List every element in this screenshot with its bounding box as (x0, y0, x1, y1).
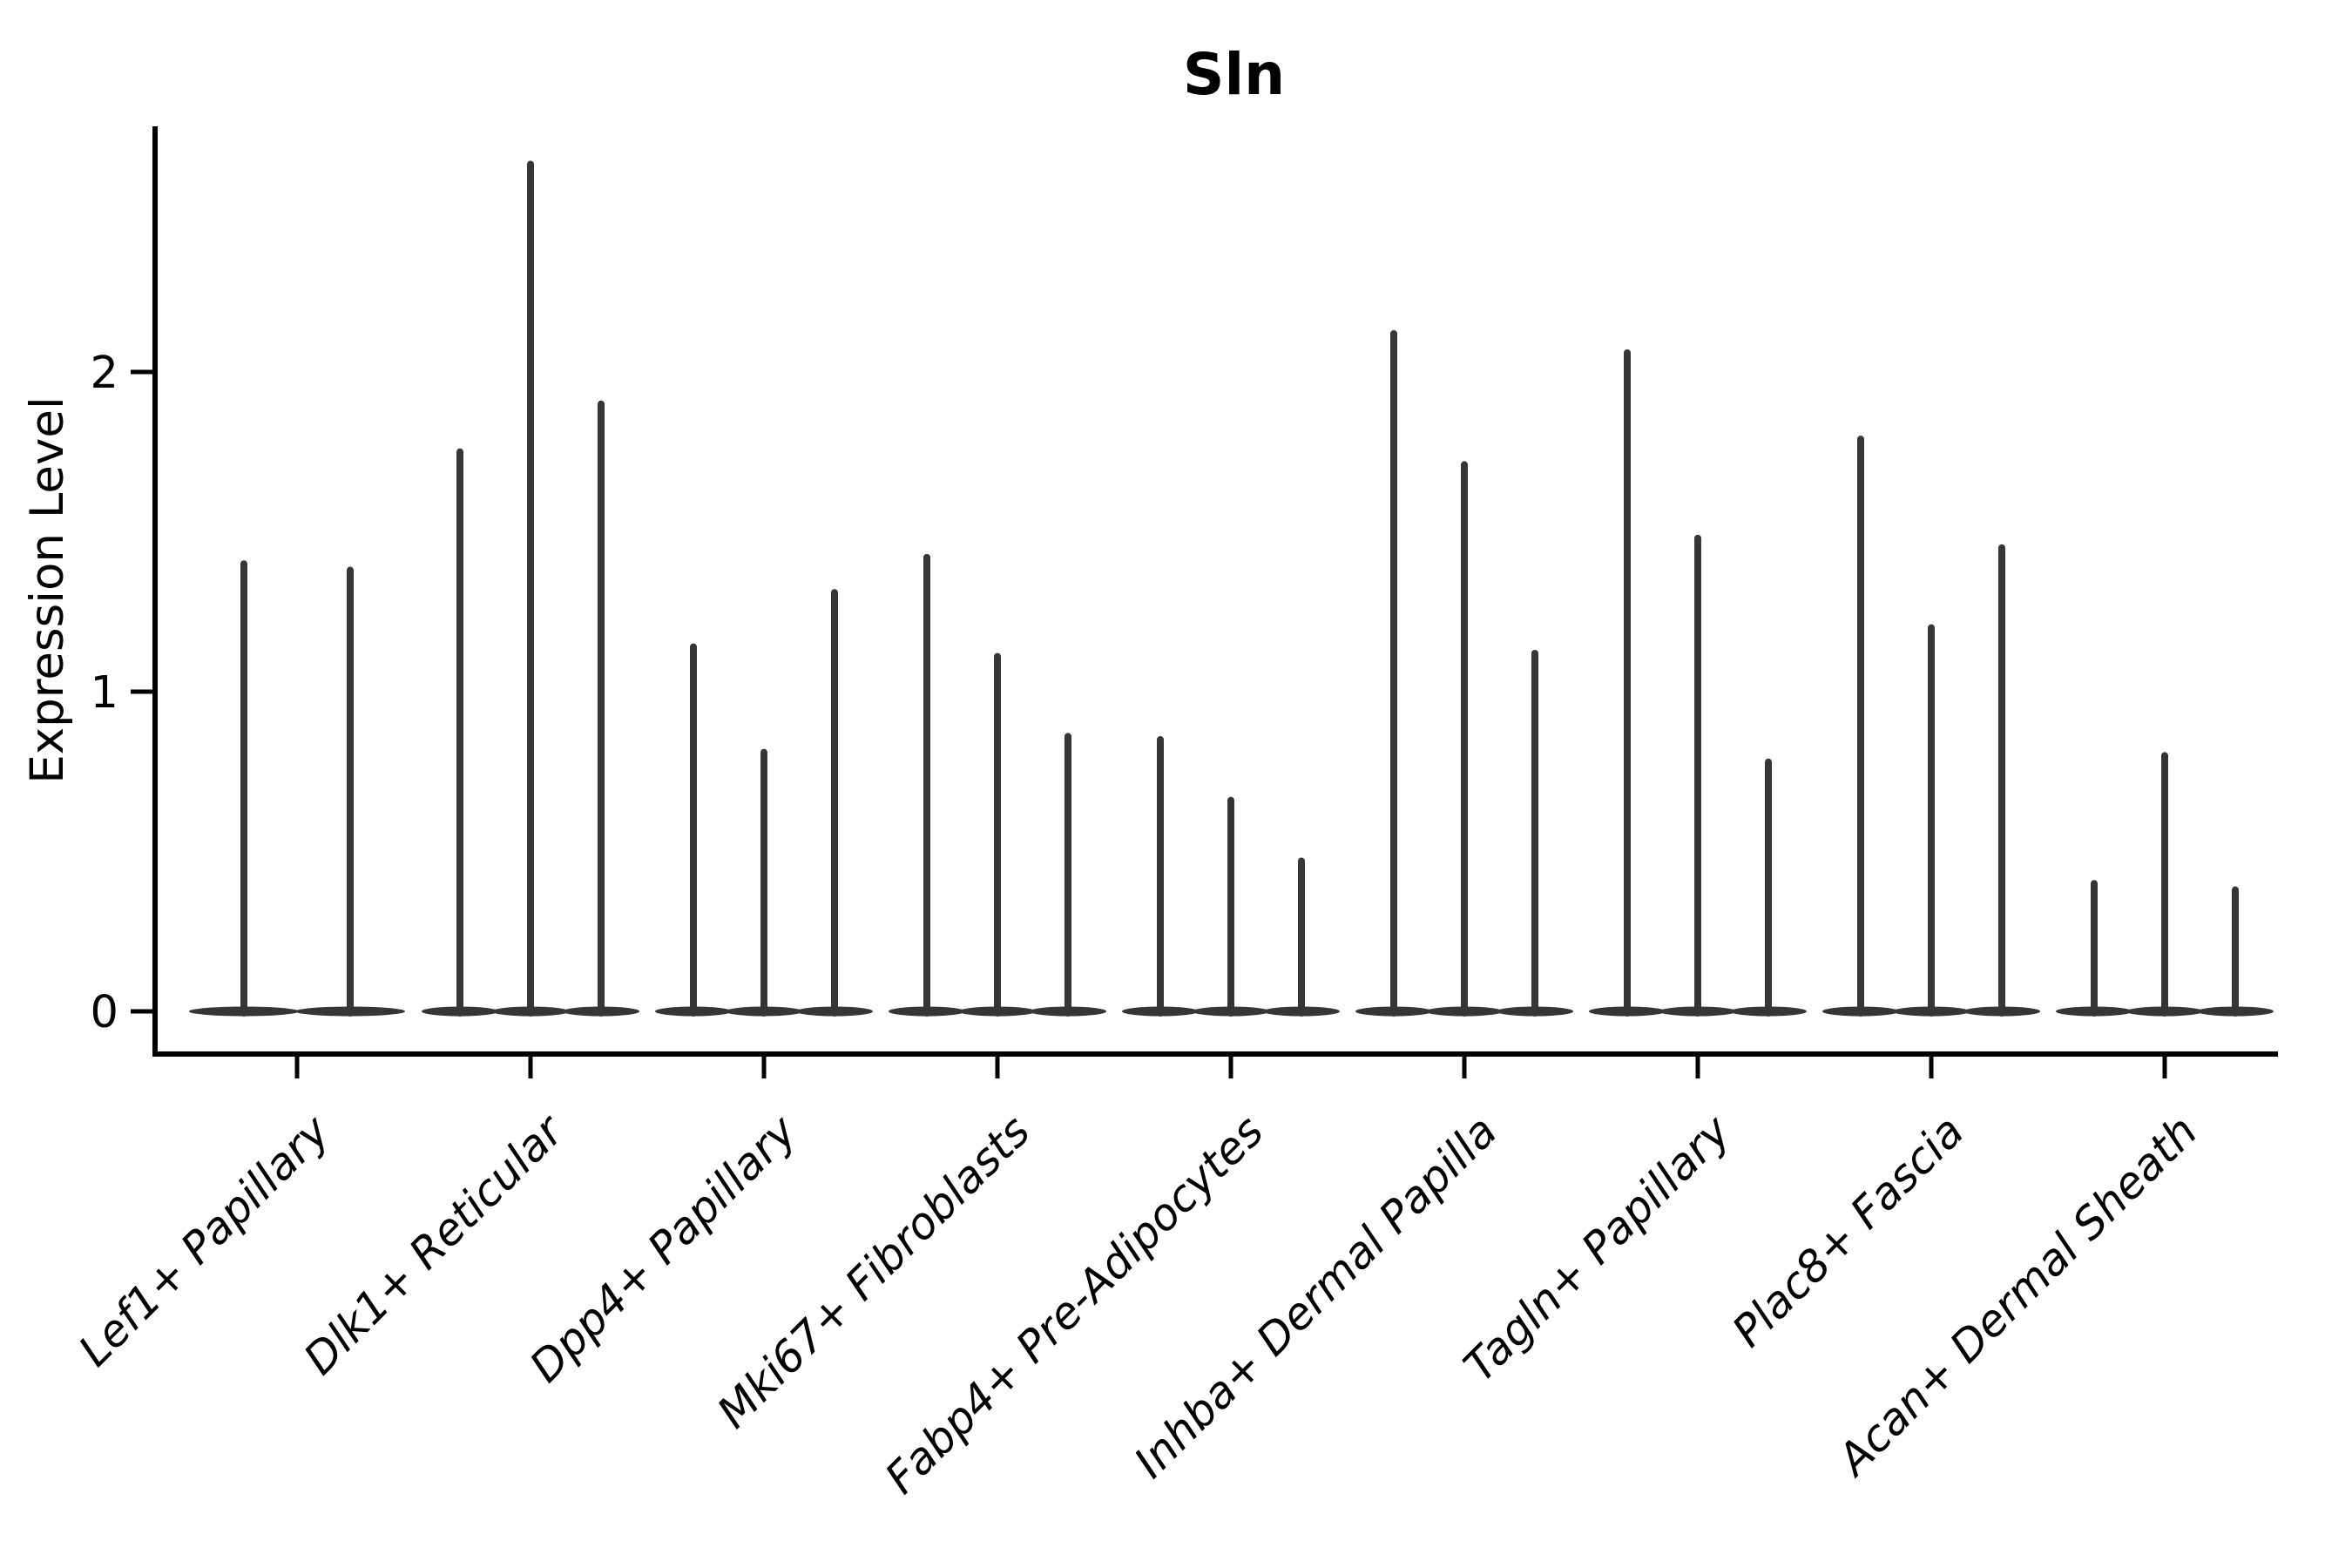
y-tick-label: 0 (91, 987, 118, 1038)
y-tick-label: 2 (91, 348, 118, 399)
x-tick-label: Dlk1+ Reticular (294, 1104, 575, 1384)
x-tick-label: Plac8+ Fascia (1723, 1105, 1974, 1356)
y-tick-label: 1 (91, 667, 118, 719)
x-tick-label: Lef1+ Papillary (69, 1105, 340, 1375)
chart-title: Sln (1183, 41, 1285, 108)
x-tick-label: Fabp4+ Pre-Adipocytes (875, 1105, 1274, 1504)
y-axis-label: Expression Level (21, 396, 74, 783)
